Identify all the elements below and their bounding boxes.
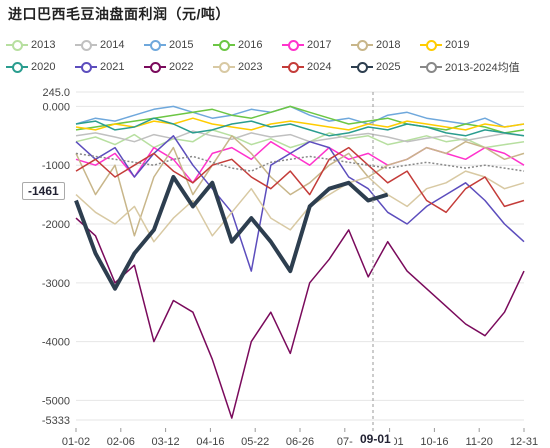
legend-item[interactable]: 2016 [213,39,282,51]
legend-label: 2016 [238,39,263,51]
chart-legend: 2013 2014 2015 2016 2017 2018 2019 2020 2021 2022… [6,34,546,78]
x-tick-label: 07- [337,436,353,448]
x-tick-label: 04-16 [196,436,224,448]
series-line-1 [75,130,525,143]
legend-row: 2020 2021 2022 2023 2024 2025 2013-2024均值 [6,56,546,78]
legend-item[interactable]: 2022 [144,61,213,73]
y-tick-label: 245.0 [42,87,70,99]
legend-label: 2017 [307,39,332,51]
y-tick-label: -5000 [42,395,70,407]
series-line-4 [75,140,525,184]
chart-grid [76,91,524,421]
legend-marker [6,39,28,51]
legend-item[interactable]: 2020 [6,61,75,73]
series-line-13 [75,152,525,172]
x-tick-label: 12-31 [510,436,538,448]
y-tick-label: 0.000 [42,101,70,113]
series-line-11 [75,146,525,214]
y-tick-label: -2000 [42,219,70,231]
series-line-6 [75,117,525,131]
y-pointer-label: -1461 [22,182,65,200]
legend-label: 2025 [376,61,401,73]
x-tick-label: 06-26 [286,436,314,448]
y-axis-ticks: 245.0 0.000 -1000 -2000 -3000 -4000 -5000 -5333 [42,87,70,427]
chart-title: 进口巴西毛豆油盘面利润（元/吨） [8,6,230,22]
legend-item[interactable]: 2024 [282,61,351,73]
legend-item[interactable]: 2014 [75,39,144,51]
legend-item[interactable]: 2025 [351,61,420,73]
series-line-0 [75,129,525,149]
legend-marker [282,39,304,51]
legend-marker [420,61,442,73]
legend-label: 2018 [376,39,401,51]
legend-marker [213,39,235,51]
series-line-9 [75,217,525,419]
legend-label: 2015 [169,39,194,51]
legend-marker [351,61,373,73]
legend-label: 2013-2024均值 [445,62,520,74]
legend-marker [213,61,235,73]
legend-item[interactable]: 2013-2024均值 [420,59,540,75]
x-tick-label: 03-12 [152,436,180,448]
legend-row: 2013 2014 2015 2016 2017 2018 2019 [6,34,546,56]
y-tick-label: -1000 [42,160,70,172]
legend-item[interactable]: 2021 [75,61,144,73]
y-tick-label: -4000 [42,337,70,349]
legend-label: 2019 [445,39,470,51]
legend-marker [75,61,97,73]
legend-marker [144,39,166,51]
x-cursor-label: 09-01 [357,432,394,446]
x-axis-ticks: 01-02 02-06 03-12 04-16 05-22 06-26 07- 09-01 10… [62,428,538,448]
legend-item[interactable]: 2017 [282,39,351,51]
series-line-7 [75,117,525,137]
legend-label: 2024 [307,61,332,73]
series-line-8 [75,135,525,272]
legend-item[interactable]: 2018 [351,39,420,51]
x-tick-label: 11-20 [466,436,493,448]
y-tick-label: -5333 [42,415,70,427]
series-line-12 [74,175,389,291]
y-tick-label: -3000 [42,278,70,290]
legend-marker [351,39,373,51]
legend-label: 2014 [100,39,125,51]
series-line-5 [75,135,525,237]
series-line-3 [75,105,525,134]
legend-marker [144,61,166,73]
legend-label: 2023 [238,61,263,73]
series-line-2 [75,105,525,128]
legend-marker [75,39,97,51]
legend-label: 2022 [169,61,194,73]
legend-item[interactable]: 2013 [6,39,75,51]
x-tick-label: 10-16 [420,436,448,448]
x-tick-label: 01-02 [62,436,90,448]
legend-marker [6,61,28,73]
x-tick-label: 05-22 [241,436,269,448]
chart-series [74,105,525,419]
legend-marker [282,61,304,73]
legend-label: 2013 [31,39,56,51]
legend-item[interactable]: 2015 [144,39,213,51]
legend-label: 2021 [100,61,125,73]
legend-item[interactable]: 2023 [213,61,282,73]
x-tick-label: 02-06 [107,436,135,448]
legend-marker [420,39,442,51]
legend-label: 2020 [31,61,56,73]
legend-item[interactable]: 2019 [420,39,489,51]
